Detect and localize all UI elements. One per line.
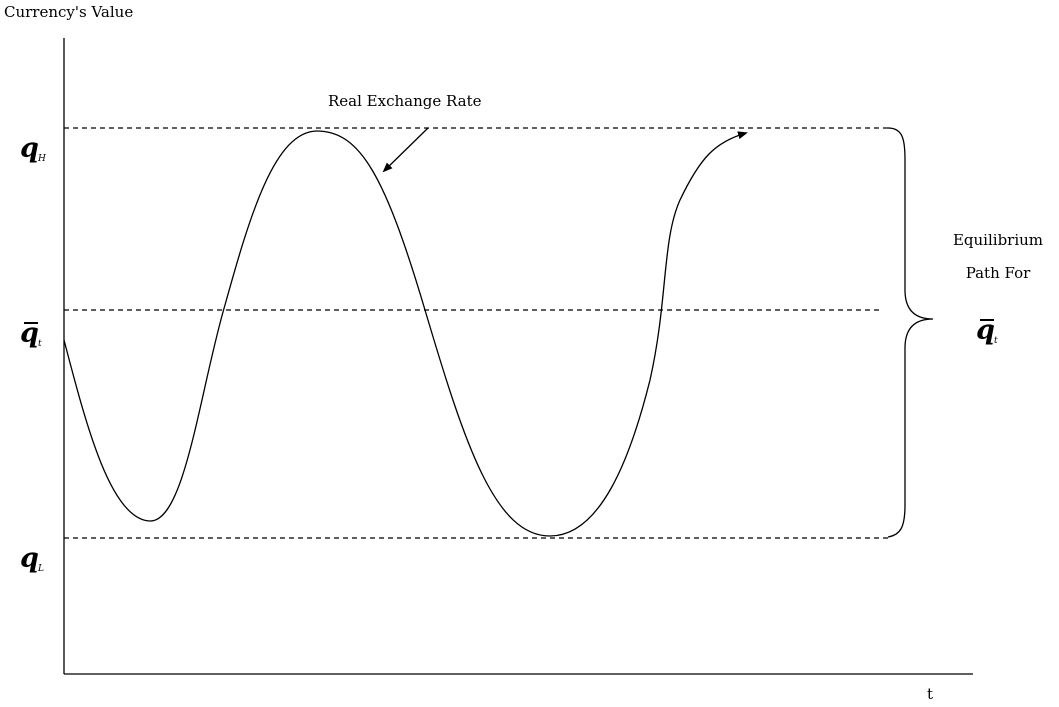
low-level-symbol: q <box>20 543 39 574</box>
brace-label: Equilibrium Path For q t <box>953 231 1043 346</box>
curve-label-arrow <box>382 127 429 173</box>
curve-label: Real Exchange Rate <box>328 92 482 110</box>
equilibrium-range-brace <box>887 127 934 538</box>
low-level-subscript: L <box>37 564 44 574</box>
real-exchange-rate-curve <box>63 130 748 537</box>
x-axis-label: t <box>927 685 933 703</box>
brace-label-symbol: q <box>976 315 995 346</box>
brace-label-line1: Equilibrium <box>953 231 1043 249</box>
high-level-subscript: H <box>37 154 46 164</box>
equilibrium-level-label: q t <box>20 318 42 349</box>
y-axis-label: Currency's Value <box>4 3 133 21</box>
high-level-symbol: q <box>20 133 39 164</box>
equilibrium-level-subscript: t <box>38 339 42 349</box>
low-level-label: q L <box>20 543 44 574</box>
high-level-label: q H <box>20 133 46 164</box>
brace-label-subscript: t <box>994 336 998 346</box>
brace-label-line2: Path For <box>966 264 1031 282</box>
equilibrium-level-symbol: q <box>20 318 39 349</box>
